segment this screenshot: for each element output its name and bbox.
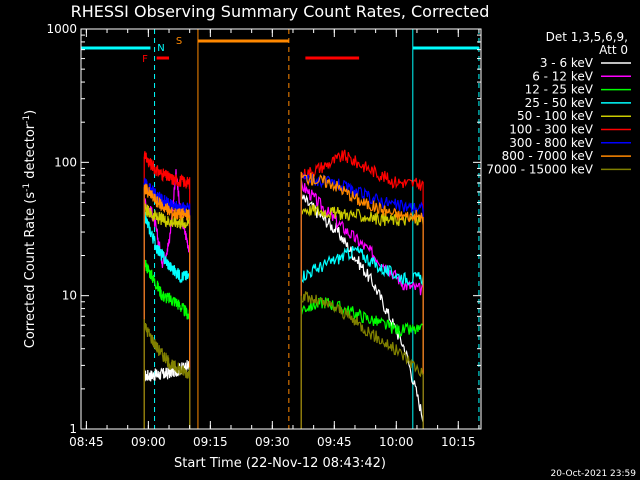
series-line-7000-15000-kev-segment-1 <box>143 319 191 429</box>
axis-ticks: 08:45 09:00 09:15 09:30 09:45 10:00 10:15 1 10 10… <box>46 22 481 449</box>
series-line-12-25-kev-segment-2 <box>300 296 424 429</box>
x-tick-label-5: 10:00 <box>379 435 414 449</box>
series-line-300-800-kev-segment-2 <box>300 172 424 429</box>
plot-area: FN S <box>80 29 480 429</box>
x-tick-label-4: 09:45 <box>317 435 352 449</box>
y-axis-label-end: ) <box>23 110 38 115</box>
y-tick-label-3: 1000 <box>46 22 77 36</box>
series-line-100-300-kev-segment-2 <box>300 149 424 429</box>
y-tick-label-0: 1 <box>69 422 77 436</box>
y-tick-label-1: 10 <box>62 289 77 303</box>
series-line-50-100-kev-segment-2 <box>300 204 424 429</box>
legend-label-0: 3 - 6 keV <box>540 56 594 70</box>
series-line-25-50-kev-segment-1 <box>143 211 191 429</box>
legend-label-2: 12 - 25 keV <box>525 83 594 97</box>
series-line-12-25-kev-segment-1 <box>143 259 191 429</box>
x-tick-label-0: 08:45 <box>69 435 104 449</box>
legend-header-attenuator: Att 0 <box>599 43 628 57</box>
legend-label-5: 100 - 300 keV <box>509 123 593 137</box>
legend-label-1: 6 - 12 keV <box>532 69 594 83</box>
y-axis-label-main: Corrected Count Rate (s <box>23 192 38 349</box>
chart-title: RHESSI Observing Summary Count Rates, Co… <box>71 2 490 21</box>
y-axis-label-sup2: -1 <box>22 115 32 124</box>
series-line-100-300-kev-segment-1 <box>143 151 191 429</box>
legend-label-3: 25 - 50 keV <box>525 96 594 110</box>
footer-date: 20-Oct-2021 23:59 <box>551 469 637 479</box>
flag-letter-f: F <box>142 54 148 65</box>
legend-label-8: 7000 - 15000 keV <box>486 162 593 176</box>
series-line-800-7000-kev-segment-1 <box>143 183 191 429</box>
y-axis-label: Corrected Count Rate (s-1 detector-1) <box>22 110 38 348</box>
series-line-6-12-kev-segment-2 <box>300 179 424 429</box>
legend-header-detectors: Det 1,3,5,6,9, <box>546 30 628 44</box>
legend-label-4: 50 - 100 keV <box>517 109 594 123</box>
x-tick-label-2: 09:15 <box>193 435 228 449</box>
x-tick-label-1: 09:00 <box>131 435 166 449</box>
series-line-3-6-kev-segment-2 <box>300 192 424 429</box>
x-tick-label-6: 10:15 <box>441 435 476 449</box>
plot-frame <box>80 28 482 430</box>
series-line-300-800-kev-segment-1 <box>143 177 191 429</box>
flag-letter-s: S <box>176 36 182 47</box>
x-tick-label-3: 09:30 <box>255 435 290 449</box>
series-line-7000-15000-kev-segment-2 <box>300 291 424 429</box>
series-line-25-50-kev-segment-2 <box>300 245 424 429</box>
legend-label-6: 300 - 800 keV <box>509 136 593 150</box>
y-axis-label-mid: detector <box>23 123 38 183</box>
series-line-50-100-kev-segment-1 <box>143 203 191 429</box>
x-axis-label: Start Time (22-Nov-12 08:43:42) <box>174 456 386 471</box>
legend-label-7: 800 - 7000 keV <box>502 149 594 163</box>
series-line-800-7000-kev-segment-2 <box>300 171 424 429</box>
flag-letter-n: N <box>157 43 164 54</box>
y-tick-label-2: 100 <box>54 155 77 169</box>
y-axis-label-sup1: -1 <box>22 183 32 192</box>
